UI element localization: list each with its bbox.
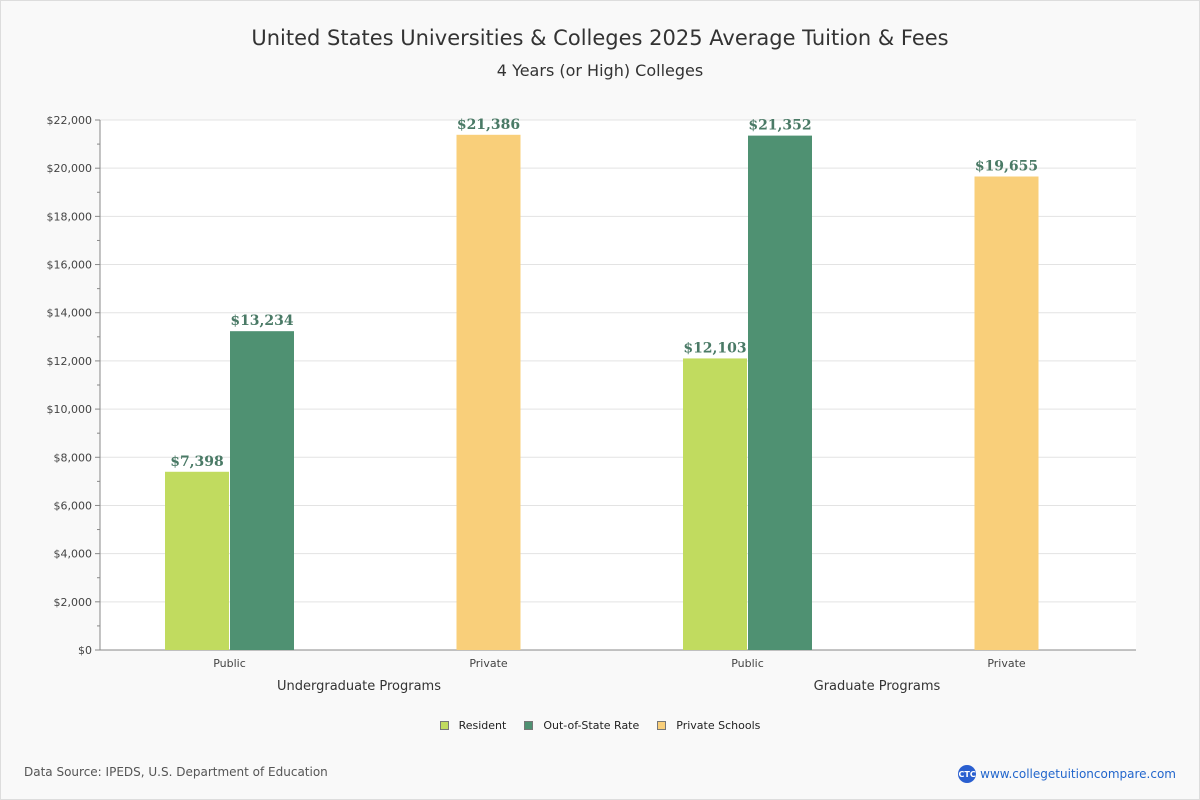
bar — [230, 331, 294, 650]
legend: Resident Out-of-State Rate Private Schoo… — [0, 719, 1200, 732]
legend-label: Resident — [458, 719, 507, 732]
x-tick-label: Public — [213, 657, 246, 670]
y-tick-label: $12,000 — [47, 355, 93, 368]
site-url[interactable]: www.collegetuitioncompare.com — [980, 767, 1176, 781]
y-tick-label: $18,000 — [47, 210, 93, 223]
y-tick-label: $10,000 — [47, 403, 93, 416]
legend-item-out-of-state[interactable]: Out-of-State Rate — [524, 719, 639, 732]
legend-swatch — [524, 721, 534, 730]
legend-item-resident[interactable]: Resident — [439, 719, 507, 732]
chart-subtitle: 4 Years (or High) Colleges — [496, 61, 704, 80]
chart-title: United States Universities & Colleges 20… — [251, 26, 949, 50]
ctc-logo-icon: CTC — [958, 765, 977, 783]
bar — [165, 471, 229, 650]
y-tick-label: $4,000 — [54, 548, 93, 561]
data-label: $12,103 — [683, 340, 746, 356]
x-tick-label: Private — [987, 657, 1026, 670]
y-tick-label: $0 — [78, 644, 92, 657]
legend-swatch — [657, 721, 667, 730]
data-label: $13,234 — [230, 313, 294, 329]
x-tick-label: Private — [469, 657, 508, 670]
x-tick-label: Public — [731, 657, 764, 670]
y-tick-label: $14,000 — [47, 307, 93, 320]
y-tick-label: $8,000 — [54, 451, 93, 464]
legend-item-private[interactable]: Private Schools — [657, 719, 760, 732]
data-label: $21,386 — [457, 117, 520, 133]
group-label: Undergraduate Programs — [277, 679, 441, 694]
bar — [974, 176, 1039, 651]
legend-label: Out-of-State Rate — [543, 719, 640, 732]
data-source: Data Source: IPEDS, U.S. Department of E… — [24, 765, 328, 779]
group-label: Graduate Programs — [814, 679, 941, 694]
legend-label: Private Schools — [676, 719, 761, 732]
bar — [748, 135, 812, 651]
data-label: $7,398 — [170, 454, 224, 470]
y-tick-label: $6,000 — [54, 499, 93, 512]
legend-swatch — [439, 721, 449, 730]
y-tick-label: $22,000 — [47, 114, 93, 127]
site-link[interactable]: CTC www.collegetuitioncompare.com — [958, 765, 1176, 783]
y-tick-label: $2,000 — [54, 596, 93, 609]
data-label: $21,352 — [748, 118, 811, 134]
y-tick-label: $16,000 — [47, 259, 93, 272]
data-label: $19,655 — [975, 158, 1038, 174]
bar — [456, 134, 521, 651]
bar — [683, 358, 747, 650]
y-tick-label: $20,000 — [47, 162, 93, 175]
